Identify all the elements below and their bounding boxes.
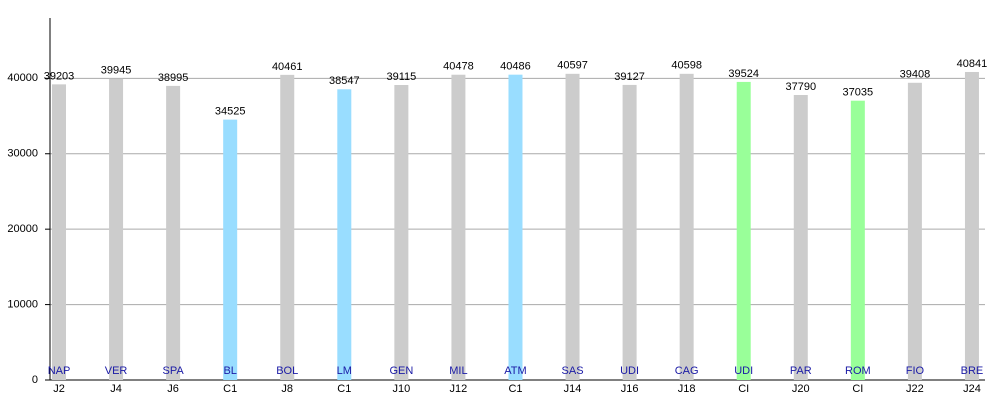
bar bbox=[166, 85, 181, 380]
bar bbox=[850, 100, 865, 381]
value-label: 38995 bbox=[158, 72, 189, 84]
bar bbox=[736, 81, 751, 381]
value-label: 39203 bbox=[44, 70, 75, 82]
bar-label: FIO bbox=[906, 365, 925, 377]
bar-label: ROM bbox=[845, 365, 871, 377]
x-tick-label: J2 bbox=[53, 383, 65, 395]
value-label: 40478 bbox=[443, 61, 474, 73]
value-label: 40597 bbox=[557, 60, 588, 72]
y-tick-label: 40000 bbox=[7, 72, 38, 84]
bar-label: BOL bbox=[276, 365, 298, 377]
bar-label: CAG bbox=[675, 365, 699, 377]
bar bbox=[52, 84, 66, 380]
bar-label: LM bbox=[337, 365, 352, 377]
bar-label: VER bbox=[105, 365, 128, 377]
x-tick-label: J24 bbox=[963, 383, 981, 395]
bar bbox=[451, 74, 466, 380]
value-label: 40598 bbox=[671, 60, 702, 72]
bar bbox=[622, 84, 637, 380]
bar bbox=[964, 71, 979, 381]
bar bbox=[337, 89, 352, 380]
value-label: 39115 bbox=[386, 71, 416, 83]
x-tick-label: C1 bbox=[223, 383, 237, 395]
bar-label: SAS bbox=[562, 365, 584, 377]
value-label: 39127 bbox=[614, 71, 645, 83]
bar bbox=[679, 73, 694, 380]
x-tick-label: CI bbox=[852, 383, 863, 395]
bar-label: SPA bbox=[163, 365, 185, 377]
x-tick-label: J16 bbox=[621, 383, 639, 395]
bar-label: PAR bbox=[790, 365, 812, 377]
bar bbox=[109, 78, 124, 381]
bar-label: UDI bbox=[620, 365, 639, 377]
value-label: 40841 bbox=[957, 58, 988, 70]
bar bbox=[907, 82, 922, 380]
x-tick-label: J4 bbox=[110, 383, 122, 395]
x-tick-label: J8 bbox=[281, 383, 293, 395]
x-tick-label: J10 bbox=[392, 383, 410, 395]
value-label: 37035 bbox=[843, 87, 874, 99]
x-tick-label: J20 bbox=[792, 383, 810, 395]
value-label: 38547 bbox=[329, 75, 360, 87]
bar-label: ATM bbox=[504, 365, 526, 377]
bar-label: GEN bbox=[389, 365, 413, 377]
value-label: 40486 bbox=[500, 61, 531, 73]
x-tick-label: C1 bbox=[337, 383, 351, 395]
y-tick-label: 0 bbox=[32, 374, 38, 386]
value-label: 37790 bbox=[785, 81, 816, 93]
bar-label: BL bbox=[223, 365, 236, 377]
x-tick-label: J18 bbox=[678, 383, 696, 395]
value-label: 40461 bbox=[272, 61, 303, 73]
bar-label: UDI bbox=[734, 365, 753, 377]
x-tick-label: J6 bbox=[167, 383, 179, 395]
value-label: 39524 bbox=[728, 68, 759, 80]
x-tick-label: J14 bbox=[564, 383, 582, 395]
y-tick-label: 10000 bbox=[7, 298, 38, 310]
bar bbox=[223, 119, 238, 380]
value-label: 39945 bbox=[101, 65, 132, 77]
bar-label: BRE bbox=[961, 365, 984, 377]
bar bbox=[280, 74, 295, 380]
bar-label: NAP bbox=[48, 365, 71, 377]
value-label: 34525 bbox=[215, 106, 246, 118]
bar bbox=[508, 74, 523, 380]
x-tick-label: J22 bbox=[906, 383, 924, 395]
y-tick-label: 20000 bbox=[7, 223, 38, 235]
bar bbox=[793, 95, 808, 380]
value-label: 39408 bbox=[900, 69, 931, 81]
bar bbox=[565, 73, 580, 380]
bar bbox=[394, 85, 409, 381]
x-tick-label: C1 bbox=[508, 383, 522, 395]
y-tick-label: 30000 bbox=[7, 148, 38, 160]
bar-label: MIL bbox=[449, 365, 467, 377]
x-tick-label: J12 bbox=[450, 383, 468, 395]
x-tick-label: CI bbox=[738, 383, 749, 395]
